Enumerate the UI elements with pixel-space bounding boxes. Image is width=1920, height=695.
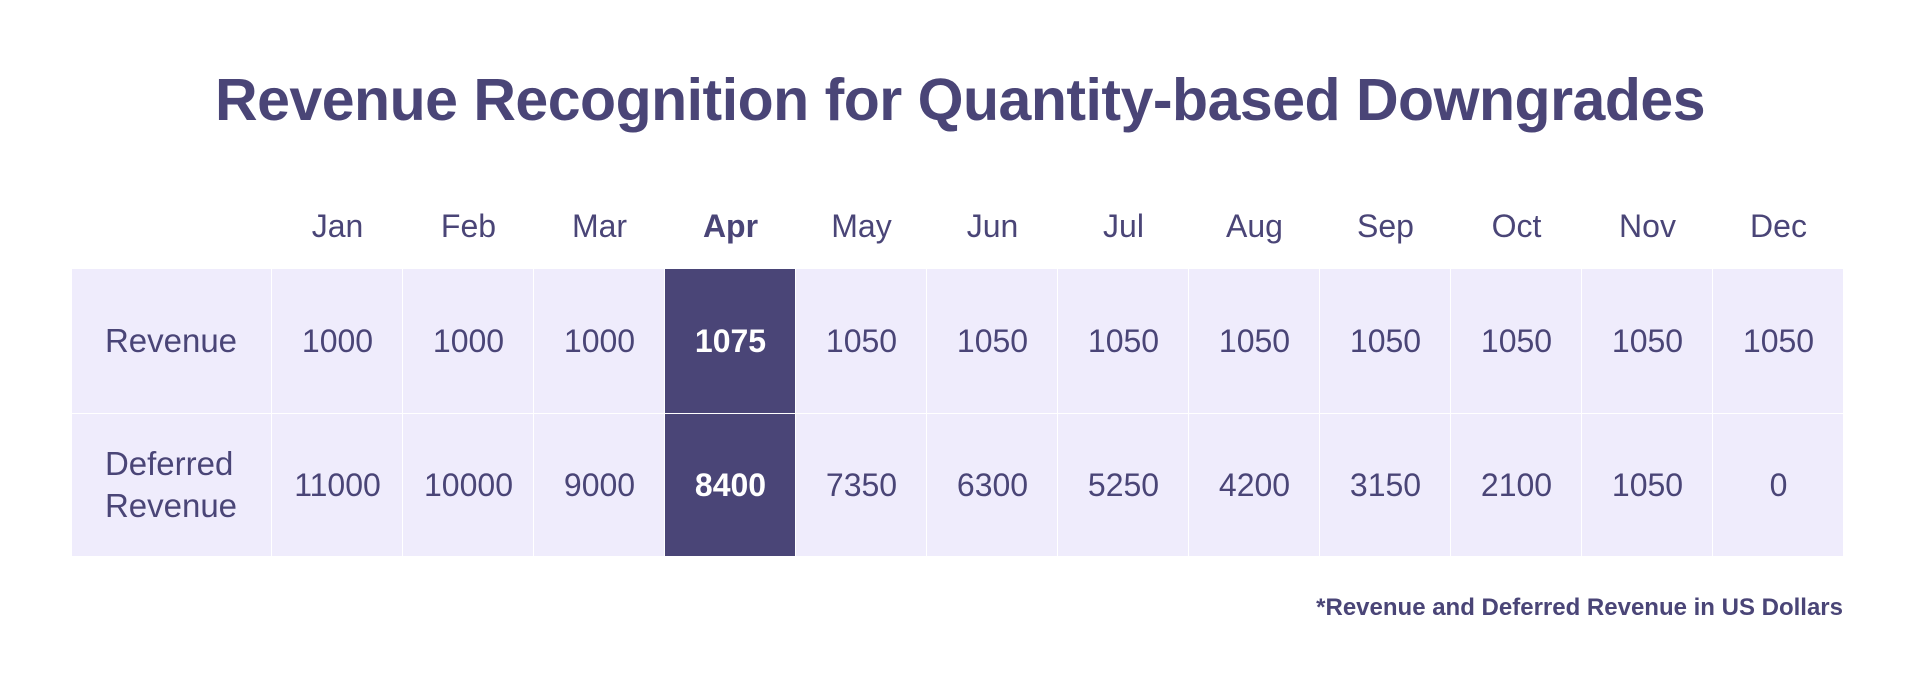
table-cell: 3150 — [1349, 466, 1422, 503]
table-cell: 6300 — [956, 466, 1029, 503]
table-cell: 1075 — [665, 269, 796, 413]
table-cell: 2100 — [1480, 466, 1553, 503]
column-divider — [1188, 269, 1189, 556]
table-cell: 5250 — [1087, 466, 1160, 503]
table-cell: 1050 — [825, 322, 898, 359]
row-label-text: Deferred Revenue — [105, 443, 237, 527]
row-label-line: Deferred — [104, 445, 234, 482]
row-label-text: Revenue — [104, 322, 238, 359]
table-cell: 9000 — [563, 466, 636, 503]
column-divider — [533, 269, 534, 556]
column-header-jul: Jul — [1103, 208, 1144, 244]
column-header-aug: Aug — [1226, 208, 1283, 244]
column-header-nov: Nov — [1619, 208, 1676, 244]
column-divider — [402, 269, 403, 556]
column-divider — [926, 269, 927, 556]
table-cell: 1000 — [432, 322, 505, 359]
table-cell: 4200 — [1218, 466, 1291, 503]
deferred-revenue-row — [72, 414, 1843, 556]
column-header-may: May — [831, 208, 892, 244]
table-cell: 1050 — [1480, 322, 1553, 359]
table-cell: 1050 — [1218, 322, 1291, 359]
row-label-deferred-revenue: Deferred Revenue — [72, 414, 270, 556]
table-cell: 1000 — [563, 322, 636, 359]
column-divider — [664, 269, 665, 556]
column-header-dec: Dec — [1750, 208, 1807, 244]
column-header-sep: Sep — [1357, 208, 1414, 244]
column-header-jun: Jun — [966, 208, 1019, 244]
column-divider — [1319, 269, 1320, 556]
row-label-line: Revenue — [104, 487, 238, 524]
table-cell: 1050 — [956, 322, 1029, 359]
column-header-feb: Feb — [440, 208, 497, 244]
table-cell: 1050 — [1611, 322, 1684, 359]
column-divider — [271, 269, 272, 556]
column-divider — [1057, 269, 1058, 556]
footnote: *Revenue and Deferred Revenue in US Doll… — [1316, 594, 1843, 621]
column-header-oct: Oct — [1491, 208, 1542, 244]
column-divider — [795, 269, 796, 556]
column-divider — [1450, 269, 1451, 556]
column-header-jan: Jan — [311, 208, 364, 244]
table-cell: 1050 — [1349, 322, 1422, 359]
table-cell: 11000 — [294, 466, 381, 503]
table-cell: 1050 — [1611, 466, 1684, 503]
column-divider — [1581, 269, 1582, 556]
row-divider — [72, 413, 1843, 414]
revenue-row — [72, 269, 1843, 413]
table-cell: 0 — [1769, 466, 1788, 503]
chart-title: Revenue Recognition for Quantity-based D… — [214, 67, 1706, 133]
table-cell: 1050 — [1742, 322, 1815, 359]
table-cell: 8400 — [665, 414, 796, 556]
row-label-revenue: Revenue — [72, 269, 270, 413]
month-header-row: Jan Feb Mar Apr May Jun Jul Aug Sep Oct Nov Dec — [0, 200, 1920, 252]
column-header-apr: Apr — [702, 208, 759, 244]
table-cell: 10000 — [424, 466, 513, 503]
table-cell: 1000 — [301, 322, 374, 359]
table-cell: 7350 — [825, 466, 898, 503]
table-cell: 1050 — [1087, 322, 1160, 359]
column-divider — [1712, 269, 1713, 556]
column-header-mar: Mar — [571, 208, 628, 244]
